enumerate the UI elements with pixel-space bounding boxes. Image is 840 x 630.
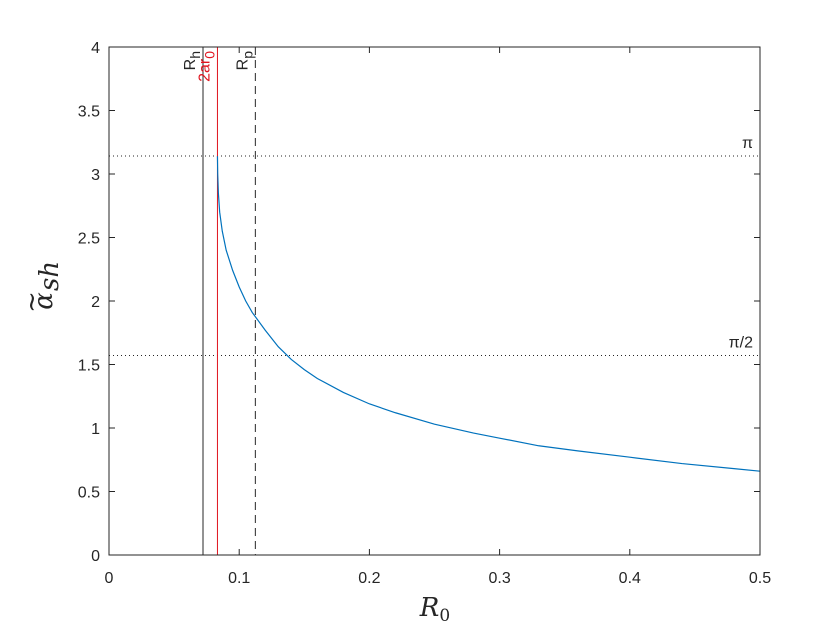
data-series-line — [216, 156, 761, 472]
x-tick-label: 0.5 — [749, 570, 771, 587]
y-tick-label: 1.5 — [78, 358, 100, 375]
x-tick-label: 0.2 — [358, 570, 380, 587]
y-axis-title-main: α — [29, 292, 59, 310]
x-axis-title: R0 — [419, 593, 450, 626]
vertical-line-label-sub: 0 — [201, 51, 217, 59]
vertical-line-label-main: R — [234, 59, 251, 71]
vertical-line-label-main: 2ar — [196, 58, 213, 82]
x-tick-label: 0.4 — [619, 570, 641, 587]
vertical-line-label-sub: p — [239, 51, 255, 59]
x-tick-label: 0.1 — [228, 570, 250, 587]
y-axis-title-accent: ~ — [17, 291, 47, 313]
x-tick-label: 0.3 — [488, 570, 510, 587]
ticks-layer: 0 0.1 0.2 0.3 0.4 0.5 0 0.5 1 1.5 2 2.5 3 3.5 4 — [78, 40, 771, 587]
reference-lines — [109, 47, 760, 555]
vertical-line-label-main: R — [182, 59, 199, 71]
vertical-line-label-text: 2ar0 — [196, 51, 217, 82]
vertical-line-label-text: Rh — [182, 51, 203, 70]
plot-area — [109, 47, 760, 555]
y-tick-label: 3 — [91, 167, 100, 184]
vertical-line-label-sub: h — [187, 51, 203, 59]
y-tick-label: 0.5 — [78, 485, 100, 502]
y-tick-label: 3.5 — [78, 104, 100, 121]
vertical-line-label: 2ar0 — [196, 51, 217, 82]
y-tick-label: 4 — [91, 40, 100, 57]
vertical-line-label: Rp — [234, 51, 255, 71]
y-axis-title: α ~ sh — [17, 261, 65, 313]
y-tick-label: 1 — [91, 421, 100, 438]
x-axis-title-main: R — [419, 593, 440, 623]
y-tick-label: 0 — [91, 548, 100, 565]
x-axis-title-sub: 0 — [439, 606, 450, 626]
y-tick-label: 2.5 — [78, 231, 100, 248]
vertical-line-label: Rh — [182, 51, 203, 70]
y-tick-label: 2 — [91, 294, 100, 311]
horizontal-line-label: π — [742, 135, 753, 152]
horizontal-line-label: π/2 — [729, 335, 753, 352]
vertical-line-label-text: Rp — [234, 51, 255, 71]
y-axis-title-sub: sh — [35, 261, 65, 291]
x-tick-label: 0 — [105, 570, 114, 587]
series-layer — [216, 156, 761, 472]
